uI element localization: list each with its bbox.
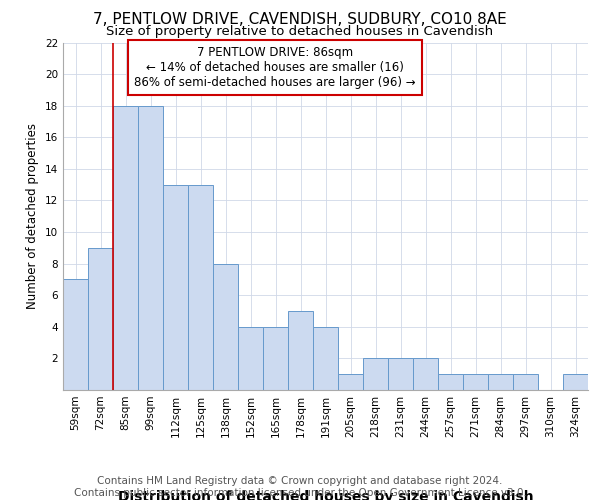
Bar bbox=[163, 184, 188, 390]
Bar bbox=[563, 374, 588, 390]
Bar bbox=[438, 374, 463, 390]
Bar bbox=[263, 327, 288, 390]
Text: Size of property relative to detached houses in Cavendish: Size of property relative to detached ho… bbox=[106, 25, 494, 38]
Text: 7, PENTLOW DRIVE, CAVENDISH, SUDBURY, CO10 8AE: 7, PENTLOW DRIVE, CAVENDISH, SUDBURY, CO… bbox=[93, 12, 507, 28]
Bar bbox=[488, 374, 513, 390]
Bar bbox=[238, 327, 263, 390]
Bar bbox=[338, 374, 363, 390]
Bar bbox=[213, 264, 238, 390]
Bar bbox=[288, 311, 313, 390]
Bar bbox=[388, 358, 413, 390]
Bar bbox=[113, 106, 138, 390]
Bar bbox=[413, 358, 438, 390]
Bar bbox=[363, 358, 388, 390]
Bar bbox=[63, 280, 88, 390]
Bar bbox=[138, 106, 163, 390]
X-axis label: Distribution of detached houses by size in Cavendish: Distribution of detached houses by size … bbox=[118, 490, 533, 500]
Bar bbox=[513, 374, 538, 390]
Bar bbox=[463, 374, 488, 390]
Bar bbox=[88, 248, 113, 390]
Bar bbox=[188, 184, 213, 390]
Bar bbox=[313, 327, 338, 390]
Y-axis label: Number of detached properties: Number of detached properties bbox=[26, 123, 40, 309]
Text: 7 PENTLOW DRIVE: 86sqm
← 14% of detached houses are smaller (16)
86% of semi-det: 7 PENTLOW DRIVE: 86sqm ← 14% of detached… bbox=[134, 46, 416, 88]
Text: Contains HM Land Registry data © Crown copyright and database right 2024.
Contai: Contains HM Land Registry data © Crown c… bbox=[74, 476, 526, 498]
